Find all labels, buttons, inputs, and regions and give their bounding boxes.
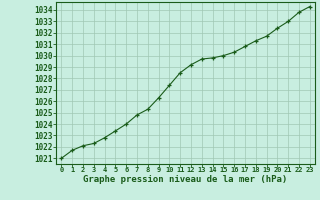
X-axis label: Graphe pression niveau de la mer (hPa): Graphe pression niveau de la mer (hPa)	[84, 175, 288, 184]
